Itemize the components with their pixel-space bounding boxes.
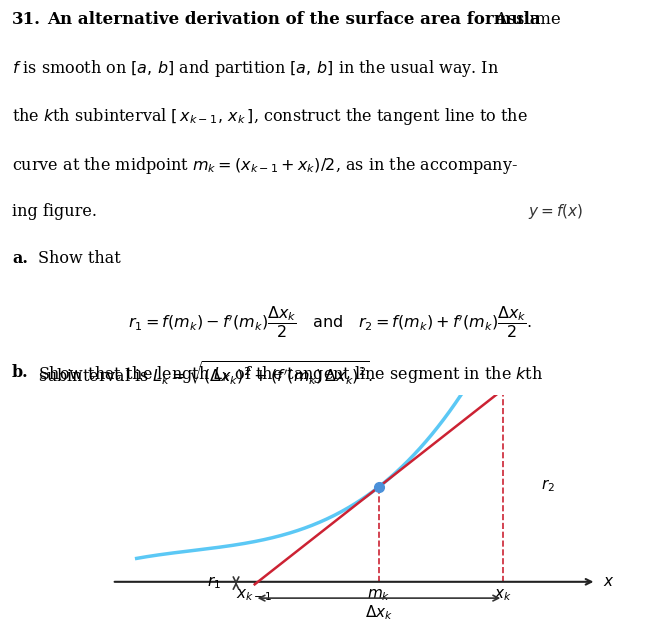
Text: An alternative derivation of the surface area formula: An alternative derivation of the surface…: [48, 11, 541, 28]
Text: b.: b.: [12, 364, 28, 381]
Text: $y = f(x)$: $y = f(x)$: [528, 202, 583, 221]
Text: a.: a.: [12, 250, 28, 267]
Text: $\Delta x_k$: $\Delta x_k$: [365, 603, 393, 621]
Text: $f$ is smooth on $[a,\,b]$ and partition $[a,\,b]$ in the usual way. In: $f$ is smooth on $[a,\,b]$ and partition…: [12, 58, 499, 79]
Text: $m_k$: $m_k$: [367, 587, 391, 603]
Text: Show that the length $L_k$ of the tangent line segment in the $k$th: Show that the length $L_k$ of the tangen…: [38, 364, 544, 385]
Text: Show that: Show that: [38, 250, 121, 267]
Text: ing figure.: ing figure.: [12, 203, 97, 220]
Text: subinterval is $L_k = \sqrt{(\Delta x_k)^2 + (f'(m_k)\,\Delta x_k)^2}.$: subinterval is $L_k = \sqrt{(\Delta x_k)…: [38, 360, 374, 387]
Text: $x_k$: $x_k$: [494, 587, 512, 603]
Text: curve at the midpoint $m_k = (x_{k-1} + x_k)/2$, as in the accompany-: curve at the midpoint $m_k = (x_{k-1} + …: [12, 155, 518, 176]
Text: 31.: 31.: [12, 11, 41, 28]
Text: $r_1$: $r_1$: [207, 575, 220, 592]
Text: $x$: $x$: [603, 575, 614, 589]
Text: Assume: Assume: [485, 11, 561, 28]
Text: $r_2$: $r_2$: [541, 477, 555, 494]
Text: the $k$th subinterval $[\,x_{k-1},\,x_k\,]$, construct the tangent line to the: the $k$th subinterval $[\,x_{k-1},\,x_k\…: [12, 106, 528, 128]
Text: $r_1 = f(m_k) - f'(m_k)\dfrac{\Delta x_k}{2}$$\quad\text{and}\quad$$r_2 = f(m_k): $r_1 = f(m_k) - f'(m_k)\dfrac{\Delta x_k…: [128, 304, 532, 340]
Text: $x_{k-1}$: $x_{k-1}$: [236, 587, 273, 603]
